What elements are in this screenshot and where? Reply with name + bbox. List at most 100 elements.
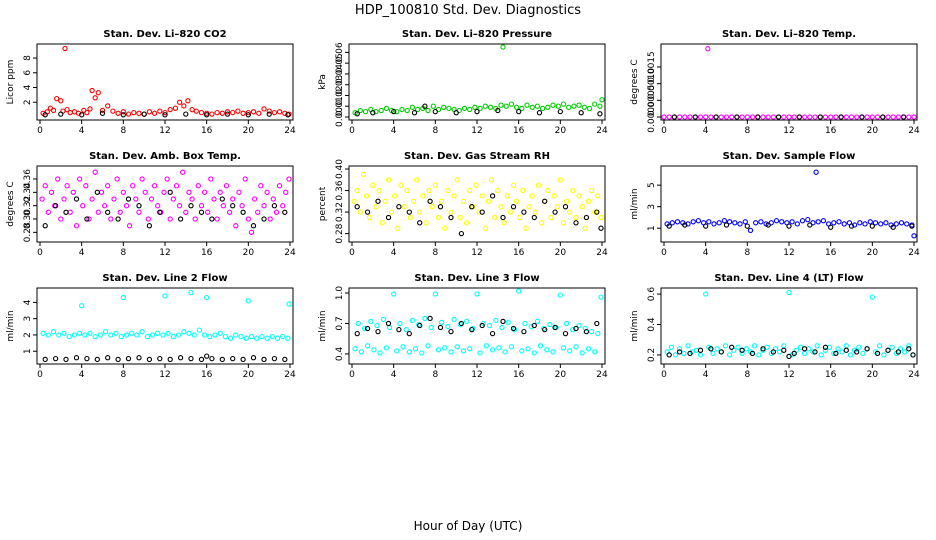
chart-panel: Stan. Dev. Line 3 Flow 0 4 8 12 16 20 24 0.4 0.7 1…	[318, 273, 608, 380]
data-point-reference	[183, 111, 189, 117]
data-point-primary	[550, 349, 556, 355]
data-point-primary	[723, 114, 730, 120]
data-point-primary	[162, 293, 168, 299]
data-point-primary	[430, 103, 436, 109]
x-tick-label: 20	[867, 248, 879, 258]
data-point-primary	[687, 114, 693, 120]
y-tick-label: 6	[23, 70, 33, 76]
data-point-primary	[463, 318, 470, 325]
data-point-primary	[425, 343, 431, 349]
data-point-primary	[398, 182, 404, 188]
data-point-primary	[539, 105, 546, 112]
data-point-primary	[108, 216, 114, 222]
y-tick-label: 0.28	[23, 222, 33, 242]
data-point-primary	[588, 187, 595, 194]
y-tick-label: 0.0010	[647, 68, 657, 100]
data-point-primary	[477, 105, 483, 112]
data-point-primary	[831, 220, 837, 226]
data-point-primary	[136, 110, 142, 116]
data-point-reference	[105, 355, 111, 361]
data-point-reference	[848, 223, 855, 229]
data-point-primary	[697, 352, 704, 358]
data-point-primary	[214, 109, 220, 116]
data-point-primary	[73, 223, 80, 229]
data-point-primary	[781, 343, 787, 349]
data-point-reference	[682, 222, 688, 228]
data-point-primary	[87, 106, 93, 112]
data-point-primary	[812, 114, 818, 120]
data-point-primary	[401, 204, 407, 210]
data-point-reference	[734, 114, 740, 120]
data-point-primary	[361, 325, 368, 332]
data-point-primary	[71, 332, 78, 338]
data-point-primary	[525, 346, 531, 352]
data-point-primary	[97, 332, 104, 338]
data-point-primary	[92, 95, 98, 101]
y-axis-label: degrees C	[6, 181, 16, 226]
data-point-primary	[161, 189, 167, 195]
data-point-primary	[432, 182, 438, 188]
data-point-primary	[67, 109, 73, 116]
data-point-primary	[851, 222, 858, 228]
data-point-primary	[554, 204, 560, 210]
data-point-primary	[211, 196, 217, 202]
data-point-primary	[885, 114, 891, 120]
data-point-primary	[264, 335, 270, 341]
data-point-reference	[285, 112, 291, 118]
data-point-primary	[588, 328, 595, 335]
data-point-reference	[796, 114, 803, 120]
data-point-primary	[354, 187, 360, 194]
data-point-primary	[732, 220, 738, 226]
x-tick-label: 8	[744, 370, 750, 380]
data-point-primary	[523, 225, 529, 231]
data-point-primary	[526, 204, 532, 210]
data-point-reference	[282, 356, 288, 363]
y-tick-label: 0.4	[335, 346, 345, 361]
data-point-reference	[495, 107, 501, 114]
data-point-reference	[469, 326, 475, 333]
y-tick-label: 3	[647, 204, 657, 210]
data-point-primary	[189, 196, 195, 202]
data-point-primary	[801, 350, 808, 357]
data-point-primary	[869, 294, 875, 300]
data-point-primary	[505, 319, 511, 326]
data-point-primary	[422, 315, 428, 322]
data-point-reference	[828, 224, 834, 230]
data-point-reference	[557, 108, 563, 115]
chart-panel: Stan. Dev. Gas Stream RH0 4 8 12 16 20 240.280…	[318, 151, 608, 258]
data-point-reference	[167, 189, 173, 195]
data-point-reference	[94, 356, 100, 363]
data-point-primary	[355, 320, 361, 327]
data-point-primary	[585, 198, 592, 204]
data-point-primary	[261, 106, 267, 112]
data-point-primary	[56, 332, 62, 338]
data-point-reference	[536, 110, 543, 116]
x-tick-label: 16	[513, 126, 525, 136]
data-point-primary	[181, 103, 187, 109]
data-point-primary	[501, 220, 507, 226]
data-point-primary	[739, 350, 745, 357]
data-point-primary	[674, 219, 681, 225]
data-point-reference	[542, 198, 548, 204]
data-point-primary	[791, 114, 797, 120]
data-point-primary	[668, 344, 674, 350]
data-point-primary	[576, 102, 582, 108]
data-point-primary	[726, 352, 733, 358]
data-point-primary	[425, 107, 431, 114]
data-point-primary	[904, 221, 910, 227]
data-point-primary	[806, 346, 812, 352]
x-tick-label: 12	[159, 248, 170, 258]
data-point-reference	[250, 223, 257, 229]
data-point-primary	[883, 220, 889, 226]
y-tick-label: 4	[23, 84, 33, 90]
data-point-primary	[120, 109, 126, 115]
panel-title: Stan. Dev. Li–820 CO2	[103, 29, 226, 40]
data-point-primary	[363, 193, 370, 199]
data-point-reference	[583, 328, 590, 335]
x-tick-label: 16	[201, 126, 213, 136]
data-point-primary	[148, 196, 155, 202]
x-tick-label: 0	[349, 126, 355, 136]
data-point-primary	[108, 332, 114, 338]
data-point-primary	[273, 209, 280, 215]
